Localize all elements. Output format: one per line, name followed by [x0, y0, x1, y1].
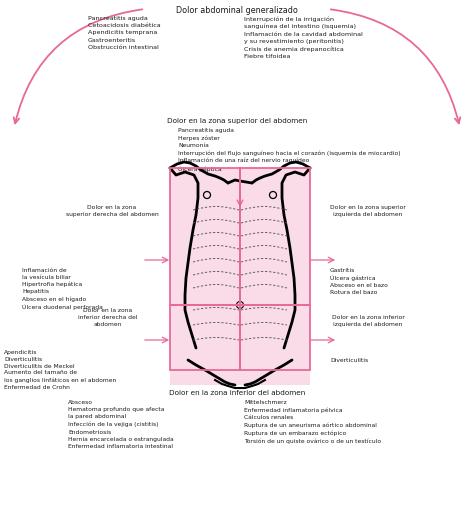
- Text: Interrupción de la irrigación
sanguínea del intestino (isquemia)
Inflamación de : Interrupción de la irrigación sanguínea …: [244, 16, 363, 59]
- Text: Dolor en la zona superior del abdomen: Dolor en la zona superior del abdomen: [167, 118, 307, 124]
- Bar: [170, 168, 310, 385]
- Text: Diverticulitis: Diverticulitis: [330, 358, 368, 363]
- Text: Dolor en la zona
inferior derecha del
abdomen: Dolor en la zona inferior derecha del ab…: [78, 308, 138, 327]
- Text: Dolor abdominal generalizado: Dolor abdominal generalizado: [176, 6, 298, 15]
- Text: Apendicitis
Diverticulitis
Diverticulitis de Meckel
Aumento del tamaño de
los ga: Apendicitis Diverticulitis Diverticuliti…: [4, 350, 116, 390]
- Text: Dolor en la zona inferior
izquierda del abdomen: Dolor en la zona inferior izquierda del …: [331, 315, 404, 327]
- Text: Inflamación de
la vesícula biliar
Hipertrofia hepática
Hepatitis
Absceso en el h: Inflamación de la vesícula biliar Hipert…: [22, 268, 103, 310]
- Text: Absceso
Hematoma profundo que afecta
la pared abdominal
Infección de la vejiga (: Absceso Hematoma profundo que afecta la …: [68, 400, 173, 449]
- Bar: [170, 168, 240, 305]
- Text: Pancreatitis aguda
Cetoacidosis diabética
Apendicitis temprana
Gastroenteritis
O: Pancreatitis aguda Cetoacidosis diabétic…: [88, 16, 161, 50]
- Text: Dolor en la zona
superior derecha del abdomen: Dolor en la zona superior derecha del ab…: [65, 205, 158, 217]
- Text: Dolor en la zona superior
izquierda del abdomen: Dolor en la zona superior izquierda del …: [330, 205, 406, 217]
- Bar: [240, 305, 310, 370]
- Bar: [240, 168, 310, 305]
- Text: Pancreatitis aguda
Herpes zóster
Neumonía
Interrupción del flujo sanguíneo hacia: Pancreatitis aguda Herpes zóster Neumoní…: [178, 128, 401, 172]
- Text: Mittelschmerz
Enfermedad inflamatoria pélvica
Cálculos renales
Ruptura de un ane: Mittelschmerz Enfermedad inflamatoria pé…: [244, 400, 381, 444]
- Bar: [170, 305, 240, 370]
- Text: Gastritis
Úlcera gástrica
Absceso en el bazo
Rotura del bazo: Gastritis Úlcera gástrica Absceso en el …: [330, 268, 388, 295]
- Text: Dolor en la zona inferior del abdomen: Dolor en la zona inferior del abdomen: [169, 390, 305, 396]
